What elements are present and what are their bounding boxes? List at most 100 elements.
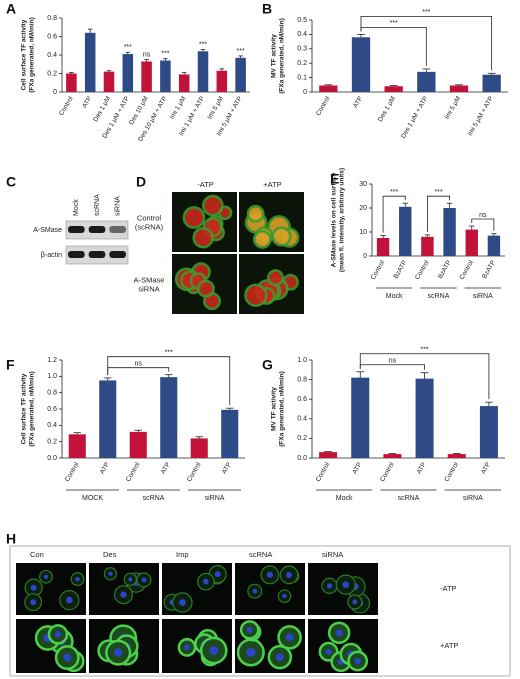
row-label: A-SMase xyxy=(134,275,165,284)
cell xyxy=(182,206,206,229)
y-tick-label: 0.3 xyxy=(297,46,307,53)
y-tick-label: 0.6 xyxy=(47,406,57,413)
y-tick-label: 0.8 xyxy=(47,15,57,22)
nucleus xyxy=(276,653,284,661)
cell xyxy=(202,194,224,217)
group-label: MOCK xyxy=(82,495,103,502)
cell xyxy=(197,279,215,298)
nucleus xyxy=(65,596,73,604)
group-label: scRNA xyxy=(143,495,165,502)
y-tick-label: 20 xyxy=(359,205,367,212)
blot-band xyxy=(68,226,85,233)
blot-band xyxy=(109,226,126,233)
bar xyxy=(415,378,434,458)
bar xyxy=(383,454,402,458)
bar xyxy=(216,70,228,92)
lane-label: Mock xyxy=(73,199,80,216)
y-tick-label: 0.5 xyxy=(297,17,307,24)
nucleus xyxy=(114,648,123,657)
y-tick-label: 0 xyxy=(303,89,307,96)
bar xyxy=(465,229,478,256)
cell xyxy=(246,204,265,223)
y-tick-label: 0.4 xyxy=(297,31,307,38)
nucleus xyxy=(202,578,209,585)
panel-letter: B xyxy=(262,1,272,17)
significance-label: *** xyxy=(237,48,245,55)
cell xyxy=(244,283,268,307)
bar xyxy=(178,74,190,92)
significance-label: *** xyxy=(124,44,132,51)
group-label: scRNA xyxy=(428,293,450,300)
bar xyxy=(487,235,501,256)
y-axis-label: Cell surface TF activity xyxy=(21,373,28,444)
nucleus xyxy=(352,599,358,605)
bar xyxy=(447,454,466,458)
significance-bracket xyxy=(359,353,490,400)
nucleus xyxy=(282,593,287,599)
nucleus xyxy=(335,629,343,637)
bar xyxy=(221,409,239,458)
significance-label: *** xyxy=(422,9,430,16)
bar xyxy=(68,434,86,458)
nucleus xyxy=(43,574,49,579)
nucleus xyxy=(214,571,221,578)
panel-h-frame xyxy=(9,545,511,677)
column-label: siRNA xyxy=(322,550,343,559)
significance-label: *** xyxy=(434,189,442,196)
nucleus xyxy=(246,626,253,633)
group-label: siRNA xyxy=(205,495,225,502)
panel-letter: D xyxy=(136,174,146,190)
significance-bracket xyxy=(382,195,406,233)
bar xyxy=(479,406,498,458)
y-tick-label: 0 xyxy=(363,253,367,260)
y-tick-label: 0.4 xyxy=(47,422,57,429)
bar xyxy=(417,71,436,92)
row-label: (scRNA) xyxy=(135,222,164,231)
significance-bracket xyxy=(427,195,450,232)
bar xyxy=(351,377,370,458)
panel-letter: A xyxy=(6,1,16,17)
y-axis-label: Cell surface TF activity xyxy=(21,19,28,90)
y-tick-label: 0.8 xyxy=(47,390,57,397)
column-label: -ATP xyxy=(197,180,214,189)
y-axis-label: (mean fl. intensity, arbitrary units) xyxy=(339,168,346,272)
bar xyxy=(482,74,501,92)
panel-letter: H xyxy=(6,531,16,547)
y-tick-label: 10 xyxy=(359,229,367,236)
band-label: A-SMase xyxy=(33,227,62,234)
y-tick-label: 0.6 xyxy=(297,396,307,403)
bar xyxy=(384,86,403,92)
nucleus xyxy=(30,599,37,606)
group-label: scRNA xyxy=(398,495,420,502)
y-tick-label: 30 xyxy=(359,181,367,188)
bar xyxy=(99,380,117,458)
significance-label: *** xyxy=(161,51,169,58)
nucleus xyxy=(30,584,37,591)
bar xyxy=(129,431,147,458)
nucleus xyxy=(252,588,258,594)
lane-label: siRNA xyxy=(115,196,122,216)
nucleus xyxy=(179,599,186,606)
significance-label: *** xyxy=(390,189,398,196)
nucleus xyxy=(54,631,62,638)
nucleus xyxy=(128,577,133,582)
row-label: +ATP xyxy=(440,641,458,650)
bar xyxy=(122,54,134,92)
group-label: Mock xyxy=(386,293,403,300)
bar xyxy=(351,37,371,92)
y-tick-label: 1.0 xyxy=(297,357,307,364)
nucleus xyxy=(266,571,274,578)
nucleus xyxy=(285,633,294,642)
significance-label: ns xyxy=(135,361,143,368)
y-tick-label: 0 xyxy=(53,89,57,96)
y-axis-label: (FXa generated, nM/min) xyxy=(29,371,36,446)
nucleus xyxy=(184,644,190,651)
y-axis-label: A-SMase levels on cell surface xyxy=(331,172,338,267)
y-tick-label: 0.6 xyxy=(47,33,57,40)
column-label: Con xyxy=(30,550,44,559)
nucleus xyxy=(141,577,147,583)
y-axis-label: MV TF activity xyxy=(271,387,278,431)
y-axis-label: (FXa generated, nM/min) xyxy=(29,17,36,92)
blot-band xyxy=(88,226,106,233)
y-axis-label: (FXa generated, nM/min) xyxy=(279,371,286,446)
